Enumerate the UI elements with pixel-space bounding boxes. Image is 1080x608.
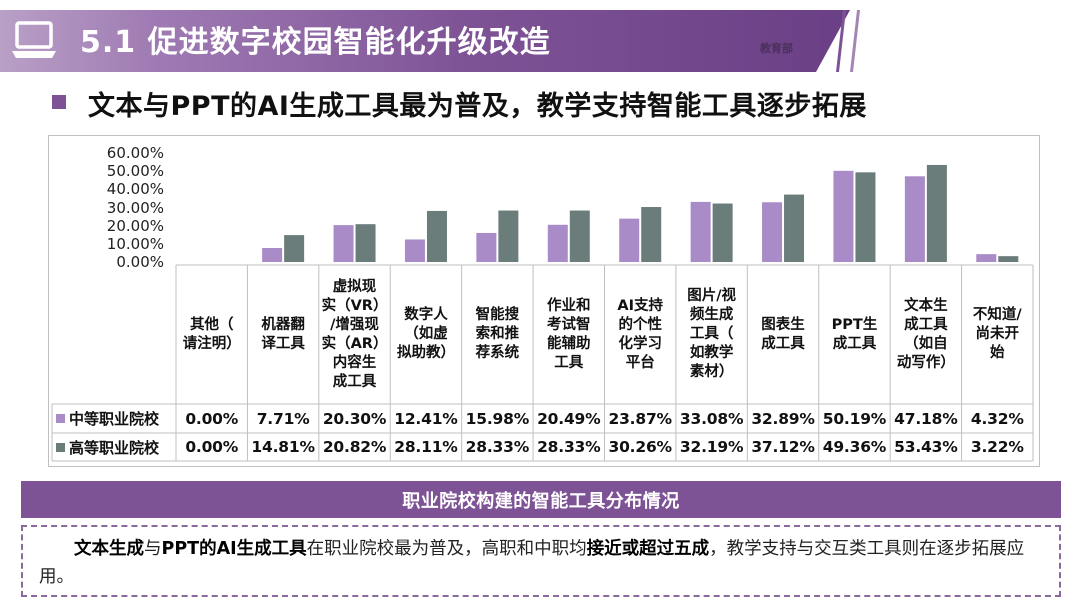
data-label: 20.49% xyxy=(537,409,601,428)
data-label: 14.81% xyxy=(251,438,315,456)
category-label: 图表生 成工具 xyxy=(761,316,805,352)
y-tick-label: 10.00% xyxy=(106,234,164,253)
data-label: 4.32% xyxy=(970,409,1024,428)
data-label: 23.87% xyxy=(608,409,673,428)
data-label: 20.82% xyxy=(322,438,387,456)
banner-stripe xyxy=(850,10,860,72)
bar-higher-4 xyxy=(498,210,519,262)
bar-chart xyxy=(51,164,1034,462)
y-tick-label: 50.00% xyxy=(106,162,164,181)
data-label: 32.19% xyxy=(679,438,744,456)
bar-secondary-11 xyxy=(976,254,997,262)
y-tick-label: 30.00% xyxy=(106,198,164,217)
legend-swatch xyxy=(56,414,65,423)
banner-stripe xyxy=(836,10,846,72)
data-label: 28.11% xyxy=(394,438,458,456)
bullet-square xyxy=(52,95,66,109)
y-tick-label: 40.00% xyxy=(106,180,164,199)
category-label: PPT生 成工具 xyxy=(831,316,878,352)
bar-higher-8 xyxy=(784,194,805,262)
summary-highlight: 文本生成 xyxy=(74,539,144,559)
legend-swatch xyxy=(56,442,65,452)
legend-entry: 高等职业院校 xyxy=(52,433,176,461)
data-label: 12.41% xyxy=(394,409,458,428)
data-label: 15.98% xyxy=(465,409,530,428)
data-label: 32.89% xyxy=(751,409,815,428)
data-label: 47.18% xyxy=(894,409,958,428)
bar-secondary-4 xyxy=(476,232,497,262)
logo-stamp: 教育部 xyxy=(760,42,793,55)
category-label: 文本生 成工具 （如自 动写作） xyxy=(896,297,955,371)
chart-caption: 职业院校构建的智能工具分布情况 xyxy=(21,481,1061,518)
data-label: 0.00% xyxy=(185,409,239,428)
data-label: 49.36% xyxy=(822,438,887,456)
laptop-icon xyxy=(12,21,56,58)
category-label: 机器翻 译工具 xyxy=(261,316,305,352)
summary-fragment: ，教学支持与交互类工具则在逐步拓展应用。 xyxy=(39,539,1025,587)
bar-higher-5 xyxy=(569,210,590,262)
y-tick-label: 60.00% xyxy=(106,144,164,162)
legend-entry: 中等职业院校 xyxy=(52,404,176,433)
category-label: 其他（ 请注明） xyxy=(182,316,241,352)
data-label: 50.19% xyxy=(822,409,887,428)
bar-higher-6 xyxy=(641,207,662,262)
y-tick-label: 20.00% xyxy=(106,216,164,235)
data-label: 33.08% xyxy=(679,409,744,428)
section-subtitle: 文本与PPT的AI生成工具最为普及，教学支持智能工具逐步拓展 xyxy=(88,91,867,122)
bar-secondary-3 xyxy=(404,239,425,262)
data-label: 30.26% xyxy=(608,438,673,456)
bar-secondary-2 xyxy=(333,225,354,262)
data-label: 0.00% xyxy=(185,438,239,456)
bar-secondary-1 xyxy=(262,247,283,262)
page-title: 5.1 促进数字校园智能化升级改造 xyxy=(80,25,551,60)
summary-text: 文本生成与PPT的AI生成工具在职业院校最为普及，高职和中职均接近或超过五成，教… xyxy=(21,525,1061,597)
summary-fragment: 在职业院校最为普及，高职和中职均 xyxy=(306,539,587,559)
summary-highlight: 接近或超过五成 xyxy=(586,539,710,559)
title-banner xyxy=(0,10,850,72)
summary-fragment: 与 xyxy=(144,539,162,559)
bar-higher-9 xyxy=(855,172,876,262)
data-label: 37.12% xyxy=(751,438,815,456)
category-label: 智能搜 索和推 荐系统 xyxy=(475,307,520,361)
data-label: 53.43% xyxy=(894,438,958,456)
y-tick-label: 0.00% xyxy=(116,253,164,271)
bar-secondary-8 xyxy=(762,202,783,262)
bar-higher-1 xyxy=(284,235,305,262)
data-label: 28.33% xyxy=(537,438,601,456)
data-label: 3.22% xyxy=(970,438,1024,456)
bar-secondary-10 xyxy=(904,176,925,262)
bar-higher-2 xyxy=(355,224,376,262)
bar-secondary-9 xyxy=(833,170,854,262)
legend-label: 中等职业院校 xyxy=(69,410,160,428)
category-label: 数字人 （如虚 拟助教） xyxy=(396,307,455,361)
bar-secondary-5 xyxy=(547,224,568,262)
bar-higher-7 xyxy=(712,203,733,262)
summary-highlight: PPT的AI生成工具 xyxy=(161,539,307,559)
bar-higher-11 xyxy=(998,256,1019,262)
data-label: 28.33% xyxy=(465,438,530,456)
bar-secondary-7 xyxy=(690,201,711,262)
bar-higher-3 xyxy=(426,210,447,262)
chart-frame xyxy=(48,135,1040,467)
bar-secondary-6 xyxy=(619,218,640,262)
category-label: 不知道/ 尚未开 始 xyxy=(972,307,1022,361)
legend-label: 高等职业院校 xyxy=(69,438,160,457)
category-label: 虚拟现 实（VR） /增强现 实（AR） 内容生 成工具 xyxy=(321,278,388,390)
data-label: 20.30% xyxy=(322,409,387,428)
category-label: 作业和 考试智 能辅助 工具 xyxy=(547,297,591,371)
category-label: 图片/视 频生成 工具（ 如教学 素材） xyxy=(687,288,736,380)
category-label: AI支持 的个性 化学习 平台 xyxy=(617,297,664,371)
data-label: 7.71% xyxy=(256,409,310,428)
bar-higher-10 xyxy=(926,164,947,262)
